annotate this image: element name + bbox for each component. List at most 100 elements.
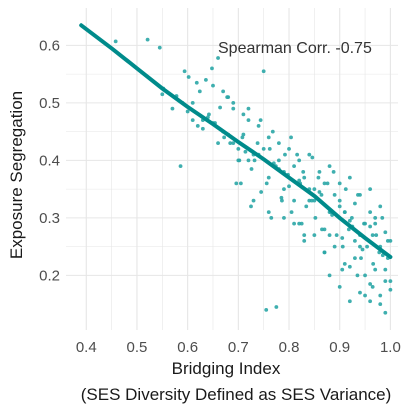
- data-point: [236, 158, 241, 163]
- data-point: [373, 221, 378, 226]
- data-point: [370, 233, 375, 238]
- data-point: [368, 210, 373, 215]
- data-point: [342, 210, 347, 215]
- data-point: [312, 233, 317, 238]
- data-point: [343, 187, 348, 192]
- data-point: [240, 135, 245, 140]
- data-point: [340, 236, 345, 240]
- data-point: [355, 273, 360, 278]
- data-point: [261, 146, 266, 151]
- data-point: [313, 215, 318, 220]
- data-point: [317, 169, 322, 174]
- data-point: [292, 164, 296, 169]
- data-point: [282, 215, 286, 220]
- data-point: [334, 233, 339, 238]
- data-point: [207, 112, 211, 117]
- data-point: [310, 155, 315, 160]
- data-point: [256, 123, 261, 128]
- data-point: [251, 198, 256, 203]
- data-point: [342, 261, 347, 266]
- data-point: [264, 181, 269, 186]
- data-point: [322, 250, 327, 255]
- data-point: [185, 109, 190, 114]
- data-point: [228, 141, 233, 146]
- data-point: [368, 187, 373, 192]
- data-point: [312, 198, 317, 203]
- data-point: [295, 152, 300, 157]
- x-axis-title: Bridging Index: [172, 359, 281, 378]
- data-point: [373, 267, 378, 272]
- data-point: [113, 39, 118, 44]
- data-point: [266, 135, 271, 140]
- data-point: [337, 204, 342, 209]
- x-tick-label: 0.8: [279, 339, 300, 356]
- data-point: [347, 299, 352, 304]
- data-point: [307, 152, 312, 157]
- data-point: [259, 190, 264, 194]
- x-tick-label: 0.7: [228, 339, 249, 356]
- data-point: [210, 66, 214, 71]
- data-point: [337, 198, 342, 203]
- data-point: [388, 279, 393, 284]
- y-axis-title: Exposure Segregation: [7, 91, 26, 259]
- data-point: [231, 106, 236, 111]
- x-axis-ticks: 0.4 0.5 0.6 0.7 0.8 0.9 1.0: [76, 339, 401, 356]
- spearman-annotation: Spearman Corr. -0.75: [218, 40, 372, 57]
- data-point: [246, 158, 251, 163]
- data-point: [249, 167, 254, 171]
- data-point: [258, 118, 263, 123]
- data-point: [349, 215, 354, 220]
- data-point: [358, 192, 362, 197]
- data-point: [388, 238, 393, 243]
- data-point: [194, 80, 199, 85]
- data-point: [221, 89, 226, 94]
- data-point: [287, 146, 291, 151]
- data-point: [170, 106, 175, 111]
- data-point: [241, 132, 246, 137]
- data-point: [374, 233, 379, 238]
- data-point: [261, 69, 266, 74]
- data-point: [266, 210, 271, 215]
- y-tick-label: 0.4: [39, 152, 60, 169]
- data-point: [279, 195, 284, 200]
- data-point: [320, 227, 324, 232]
- data-point: [190, 100, 195, 105]
- grid: [66, 8, 398, 330]
- data-point: [327, 233, 332, 238]
- data-point: [252, 158, 257, 163]
- data-point: [276, 141, 281, 146]
- data-point: [297, 158, 302, 163]
- data-point: [353, 256, 357, 261]
- data-point: [304, 204, 309, 209]
- data-point: [302, 175, 307, 180]
- x-axis-subtitle: (SES Diversity Defined as SES Variance): [81, 385, 392, 404]
- data-point: [368, 282, 373, 286]
- data-point: [238, 181, 243, 186]
- data-point: [216, 56, 220, 60]
- data-point: [301, 169, 306, 174]
- data-point: [270, 129, 275, 134]
- data-point: [332, 192, 337, 197]
- data-point: [246, 106, 251, 111]
- data-point: [274, 305, 279, 309]
- data-point: [337, 181, 342, 186]
- data-point: [302, 233, 307, 238]
- data-point: [226, 95, 231, 100]
- data-point: [302, 238, 307, 243]
- data-point: [283, 152, 287, 157]
- data-point: [358, 244, 362, 249]
- data-point: [243, 149, 248, 154]
- data-point: [353, 201, 357, 206]
- data-points: [113, 37, 393, 315]
- data-point: [312, 187, 317, 192]
- data-point: [282, 187, 286, 192]
- y-tick-label: 0.3: [39, 210, 60, 227]
- x-tick-label: 0.6: [177, 339, 198, 356]
- y-tick-label: 0.5: [39, 95, 60, 112]
- data-point: [287, 184, 291, 189]
- data-point: [203, 77, 208, 82]
- data-point: [319, 192, 324, 197]
- data-point: [363, 273, 367, 278]
- data-point: [325, 181, 330, 186]
- data-point: [211, 83, 215, 88]
